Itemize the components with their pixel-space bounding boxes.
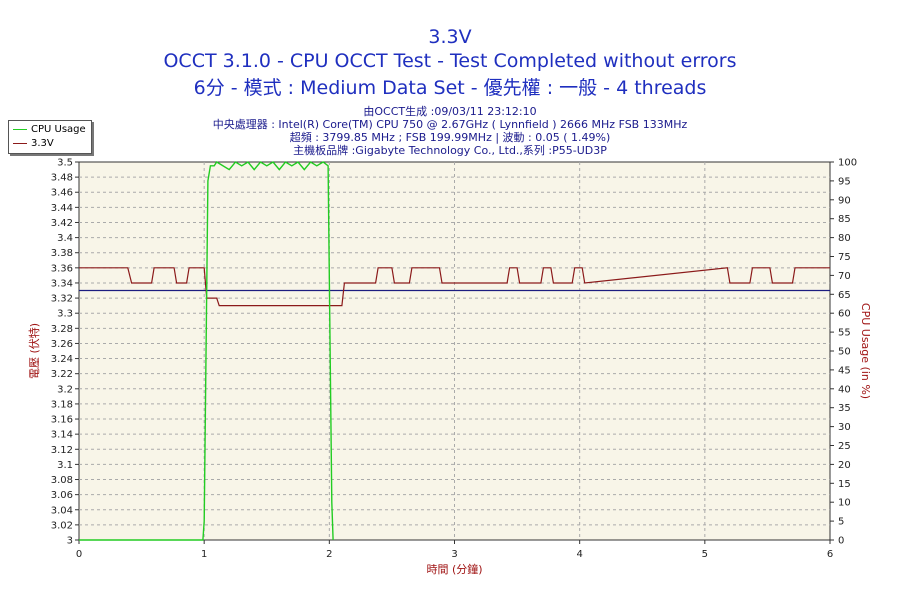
x-axis-title: 時間 (分鐘) bbox=[426, 562, 482, 576]
y2-tick-label: 20 bbox=[838, 460, 851, 471]
overclock-info: 超頻 : 3799.85 MHz ; FSB 199.99MHz | 波動 : … bbox=[289, 131, 611, 144]
chart-title: 3.3V bbox=[428, 26, 472, 48]
x-tick-label: 1 bbox=[201, 549, 207, 560]
y-tick-label: 3 bbox=[67, 536, 73, 547]
y2-tick-label: 85 bbox=[838, 214, 851, 225]
legend: CPU Usage 3.3V bbox=[8, 120, 92, 154]
y-tick-label: 3.2 bbox=[57, 384, 73, 395]
y2-tick-label: 25 bbox=[838, 441, 851, 452]
legend-item-voltage: 3.3V bbox=[13, 137, 54, 151]
y-tick-label: 3.32 bbox=[51, 294, 73, 305]
y2-tick-label: 0 bbox=[838, 536, 844, 547]
y-tick-label: 3.18 bbox=[51, 399, 73, 410]
legend-swatch-voltage bbox=[13, 142, 27, 144]
y-tick-label: 3.06 bbox=[51, 490, 73, 501]
y2-tick-label: 55 bbox=[838, 328, 851, 339]
y2-tick-label: 10 bbox=[838, 498, 851, 509]
motherboard-info: 主機板品牌 :Gigabyte Technology Co., Ltd.,系列 … bbox=[293, 144, 607, 157]
y-tick-label: 3.38 bbox=[51, 248, 73, 259]
x-tick-label: 4 bbox=[576, 549, 582, 560]
y-tick-label: 3.3 bbox=[57, 309, 73, 320]
y-tick-label: 3.5 bbox=[57, 158, 73, 169]
y2-tick-label: 60 bbox=[838, 309, 851, 320]
x-tick-label: 0 bbox=[76, 549, 82, 560]
y2-tick-label: 50 bbox=[838, 347, 851, 358]
y-tick-label: 3.26 bbox=[51, 339, 73, 350]
y-tick-label: 3.4 bbox=[57, 233, 73, 244]
y2-tick-label: 15 bbox=[838, 479, 851, 490]
legend-item-cpu-usage: CPU Usage bbox=[13, 123, 86, 137]
generated-info: 由OCCT生成 :09/03/11 23:12:10 bbox=[363, 105, 537, 118]
y2-tick-label: 90 bbox=[838, 195, 851, 206]
test-subtitle: OCCT 3.1.0 - CPU OCCT Test - Test Comple… bbox=[163, 50, 737, 72]
y-tick-label: 3.36 bbox=[51, 263, 73, 274]
y2-tick-label: 45 bbox=[838, 365, 851, 376]
y2-tick-label: 5 bbox=[838, 517, 844, 528]
legend-label-voltage: 3.3V bbox=[31, 138, 54, 149]
x-tick-label: 6 bbox=[827, 549, 833, 560]
cpu-info: 中央處理器 : Intel(R) Core(TM) CPU 750 @ 2.67… bbox=[212, 118, 688, 131]
y-tick-label: 3.02 bbox=[51, 520, 73, 531]
y-tick-label: 3.04 bbox=[51, 505, 73, 516]
y2-tick-label: 40 bbox=[838, 384, 851, 395]
y2-tick-label: 70 bbox=[838, 271, 851, 282]
y2-tick-label: 100 bbox=[838, 158, 857, 169]
y-tick-label: 3.22 bbox=[51, 369, 73, 380]
y-axis-title: 電壓 (伏特) bbox=[27, 323, 41, 379]
y-tick-label: 3.48 bbox=[51, 173, 73, 184]
legend-label-cpu-usage: CPU Usage bbox=[31, 124, 86, 135]
series-voltage-line bbox=[79, 267, 830, 307]
y-tick-label: 3.1 bbox=[57, 460, 73, 471]
x-tick-label: 2 bbox=[326, 549, 332, 560]
y-tick-label: 3.16 bbox=[51, 415, 73, 426]
y-tick-label: 3.08 bbox=[51, 475, 73, 486]
y-tick-label: 3.14 bbox=[51, 430, 73, 441]
y2-tick-label: 30 bbox=[838, 422, 851, 433]
y2-tick-label: 95 bbox=[838, 176, 851, 187]
mode-subtitle: 6分 - 模式 : Medium Data Set - 優先權 : 一般 - 4… bbox=[193, 77, 707, 99]
x-tick-label: 5 bbox=[702, 549, 708, 560]
y-tick-label: 3.12 bbox=[51, 445, 73, 456]
y-tick-label: 3.44 bbox=[51, 203, 73, 214]
y-tick-label: 3.42 bbox=[51, 218, 73, 229]
y2-tick-label: 35 bbox=[838, 403, 851, 414]
y2-tick-label: 65 bbox=[838, 290, 851, 301]
y-tick-label: 3.24 bbox=[51, 354, 73, 365]
series-cpu-usage-line bbox=[79, 161, 334, 541]
y2-tick-label: 75 bbox=[838, 252, 851, 263]
x-tick-label: 3 bbox=[451, 549, 457, 560]
y2-axis-title: CPU Usage (in %) bbox=[859, 303, 872, 399]
legend-swatch-cpu-usage bbox=[13, 128, 27, 130]
y2-tick-label: 80 bbox=[838, 233, 851, 244]
y-tick-label: 3.28 bbox=[51, 324, 73, 335]
y-tick-label: 3.46 bbox=[51, 188, 73, 199]
y-tick-label: 3.34 bbox=[51, 278, 73, 289]
